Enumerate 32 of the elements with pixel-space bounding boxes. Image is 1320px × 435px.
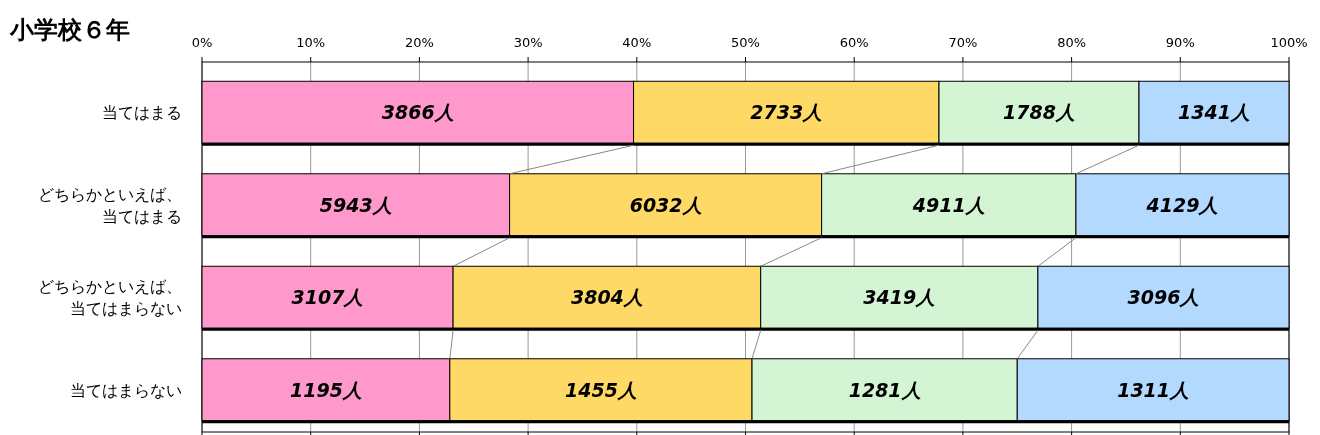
x-tick-label: 90% xyxy=(1165,35,1195,50)
annotation: 1455人 xyxy=(564,378,637,401)
annotation: 3804人 xyxy=(570,286,643,309)
x-tick-label: 0% xyxy=(191,35,213,50)
y-tick-label: どちらかといえば、当てはまる xyxy=(38,184,182,226)
y-tick-label: 当てはまらない xyxy=(70,380,182,400)
chart-title: 小学校６年 xyxy=(9,16,130,44)
annotation: 5943人 xyxy=(319,193,392,216)
x-tick-label: 80% xyxy=(1057,35,1087,50)
annotation: 1788人 xyxy=(1003,101,1075,124)
annotation: 6032人 xyxy=(629,193,702,216)
y-tick-label: どちらかといえば、当てはまらない xyxy=(38,277,182,319)
x-tick-label: 60% xyxy=(839,35,869,50)
x-tick-label: 70% xyxy=(948,35,978,50)
annotation: 3866人 xyxy=(381,101,454,124)
x-tick-label: 100% xyxy=(1270,35,1308,50)
annotation: 1195人 xyxy=(289,378,362,401)
annotation: 3107人 xyxy=(291,286,364,309)
x-tick-label: 30% xyxy=(513,35,543,50)
annotation: 3096人 xyxy=(1127,286,1200,309)
annotation: 1281人 xyxy=(848,378,921,401)
annotation: 1311人 xyxy=(1117,378,1190,401)
annotation: 1341人 xyxy=(1178,101,1250,124)
annotation: 4129人 xyxy=(1145,193,1219,216)
x-tick-label: 20% xyxy=(404,35,434,50)
annotation: 3419人 xyxy=(863,286,936,309)
x-tick-label: 50% xyxy=(731,35,760,50)
annotation: 2733人 xyxy=(750,101,823,124)
annotation: 4911人 xyxy=(911,193,985,216)
y-tick-label: 当てはまる xyxy=(102,103,182,123)
x-tick-label: 10% xyxy=(296,35,326,50)
x-tick-label: 40% xyxy=(622,35,652,50)
